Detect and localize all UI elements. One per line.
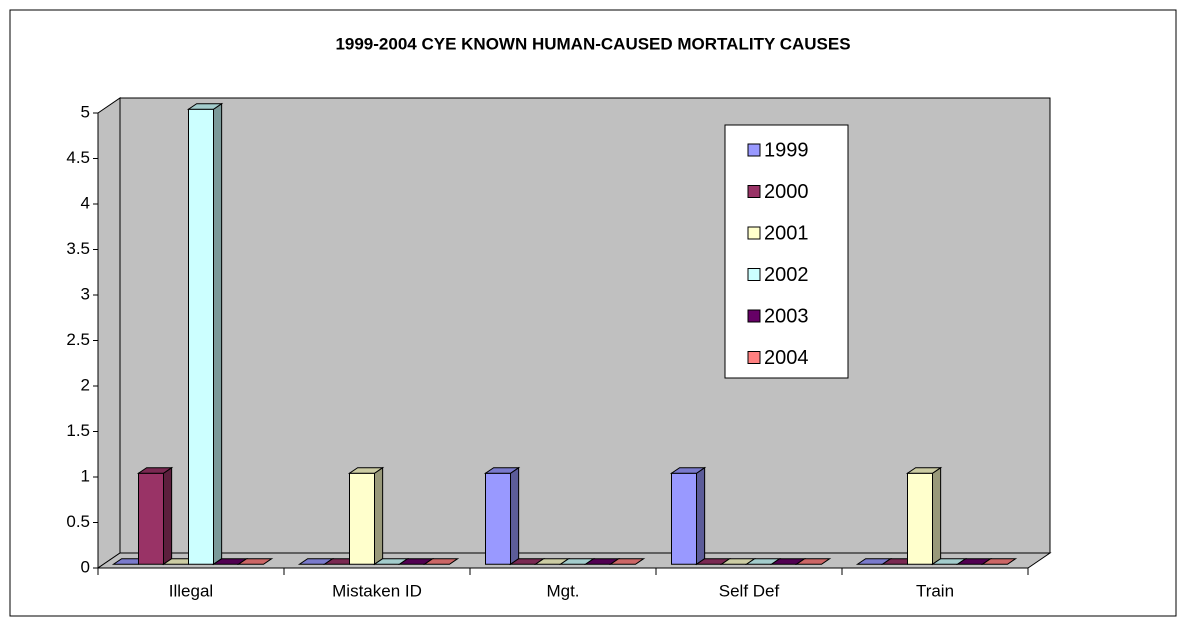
y-tick-label: 0.5 (66, 512, 90, 531)
y-tick-label: 3 (81, 284, 90, 303)
legend-swatch (747, 351, 761, 364)
bar (980, 558, 1018, 565)
y-tick-label: 4.5 (66, 148, 90, 167)
y-tick-label: 5 (81, 102, 90, 121)
bar-top (794, 558, 832, 565)
bar-side (510, 466, 520, 566)
bar-top (347, 467, 385, 474)
y-tick-label: 0 (81, 557, 90, 576)
bar-front (138, 472, 164, 565)
bar-top (980, 558, 1018, 565)
bar-top (608, 558, 646, 565)
bar (669, 466, 707, 566)
x-tick-label: Train (916, 581, 954, 600)
side-wall (97, 97, 121, 569)
bar (136, 466, 174, 566)
bar-front (349, 472, 375, 565)
bar-top (669, 467, 707, 474)
bar-top (422, 558, 460, 565)
bar-front (188, 108, 214, 565)
legend-label: 2002 (764, 264, 809, 286)
bar-top (186, 103, 224, 110)
bar-front (671, 472, 697, 565)
legend-label: 1999 (764, 139, 809, 161)
y-tick-label: 2 (81, 375, 90, 394)
bar (483, 466, 521, 566)
bar-front (485, 472, 511, 565)
bar-side (932, 466, 942, 566)
bar (608, 558, 646, 565)
legend-label: 2000 (764, 181, 809, 203)
bar-side (163, 466, 173, 566)
legend-label: 2004 (764, 347, 809, 369)
legend-label: 2003 (764, 305, 809, 327)
y-tick-label: 4 (81, 193, 90, 212)
x-tick-label: Mgt. (546, 581, 579, 600)
bar-top (136, 467, 174, 474)
y-tick-label: 1 (81, 466, 90, 485)
chart-title: 1999-2004 CYE KNOWN HUMAN-CAUSED MORTALI… (335, 34, 850, 53)
legend-swatch (747, 268, 761, 281)
bar-side (213, 102, 223, 566)
legend-swatch (747, 143, 761, 157)
legend-swatch (747, 226, 761, 240)
x-tick-label: Mistaken ID (332, 581, 422, 600)
legend-swatch (747, 185, 761, 198)
x-tick-label: Illegal (169, 581, 213, 600)
x-tick-label: Self Def (719, 581, 780, 600)
bar (186, 102, 224, 566)
bar (347, 466, 385, 566)
bar-side (696, 466, 706, 566)
bar (236, 558, 274, 565)
legend-label: 2001 (764, 222, 809, 244)
y-tick-label: 3.5 (66, 239, 90, 258)
bar-side (374, 466, 384, 566)
bar-top (905, 467, 943, 474)
bar-top (483, 467, 521, 474)
y-tick-label: 2.5 (66, 330, 90, 349)
legend: 1999 2000 2001 2002 2003 2004 (724, 124, 849, 379)
bar-front (907, 472, 933, 565)
bar (422, 558, 460, 565)
y-tick-label: 1.5 (66, 421, 90, 440)
bar-top (236, 558, 274, 565)
legend-box (724, 124, 849, 379)
legend-swatch (747, 309, 761, 323)
bar (905, 466, 943, 566)
bar (794, 558, 832, 565)
